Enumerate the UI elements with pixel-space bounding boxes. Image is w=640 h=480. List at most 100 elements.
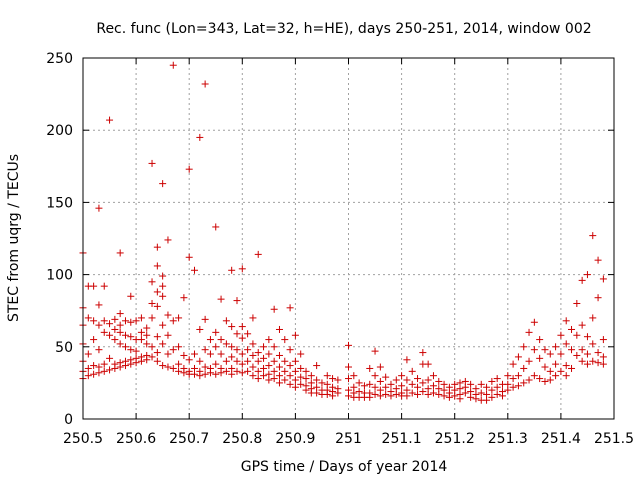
data-point [291,367,299,375]
data-point [286,346,294,354]
y-tick-label: 200 [46,123,73,139]
data-point [254,349,262,357]
data-point [116,321,124,329]
data-point [164,236,172,244]
data-point [228,323,236,331]
x-tick-label: 251.1 [382,431,422,447]
data-point [429,372,437,380]
data-point [106,331,114,339]
data-point [127,333,135,341]
data-point [270,375,278,383]
data-point [345,392,352,400]
data-point [116,249,124,257]
data-point [238,334,246,342]
data-point [228,370,236,378]
data-point [233,297,241,305]
data-point [260,354,268,362]
data-point [159,340,167,348]
data-point [137,328,145,336]
data-point [127,360,135,368]
data-point [552,360,560,368]
data-point [228,353,236,361]
data-point [514,353,522,361]
data-point [302,386,310,394]
data-point [244,367,252,375]
data-point [424,376,432,384]
data-point [270,367,278,375]
data-point [95,204,103,212]
data-point [323,390,331,398]
y-tick-label: 0 [64,412,73,428]
data-point [493,375,501,383]
data-point [169,364,177,372]
data-point [275,363,283,371]
x-tick-label: 250.6 [116,431,156,447]
data-point [488,393,496,401]
data-point [291,383,299,391]
data-point [286,380,294,388]
data-point [212,370,220,378]
data-point [329,375,337,383]
data-point [366,364,374,372]
data-point [578,321,586,329]
data-point [148,343,156,351]
data-point [568,325,576,333]
data-point [275,325,283,333]
data-point [222,317,230,325]
data-point [90,282,98,290]
data-point [164,331,172,339]
data-point [169,61,177,69]
data-point [493,390,501,398]
data-point [249,340,257,348]
data-point [419,388,427,396]
data-point [106,366,114,374]
data-point [254,375,262,383]
data-point [573,331,581,339]
data-point [345,375,352,383]
data-point [414,375,422,383]
data-point [334,376,342,384]
data-point [116,328,124,336]
data-point [127,292,135,300]
data-point [286,372,294,380]
data-point [265,376,273,384]
data-point [249,363,257,371]
data-point [360,382,368,390]
data-point [424,360,432,368]
data-point [244,357,252,365]
data-point [594,349,602,357]
data-point [594,359,602,367]
data-point [137,357,145,365]
data-point [95,321,103,329]
data-point [530,318,538,326]
data-point [260,364,268,372]
data-point [159,180,167,188]
data-point [238,323,246,331]
data-point [275,379,283,387]
data-point [201,363,209,371]
data-point [106,116,114,124]
data-point [137,314,145,322]
data-point [440,392,448,400]
data-point [583,360,591,368]
data-point [100,328,108,336]
data-point [132,347,140,355]
data-point [153,333,161,341]
data-point [249,351,257,359]
data-point [398,382,406,390]
data-point [297,364,305,372]
data-point [557,331,565,339]
data-point [467,380,475,388]
data-point [541,363,549,371]
data-point [100,367,108,375]
data-point [488,377,496,385]
data-point [90,317,98,325]
data-point [111,315,119,323]
x-tick-label: 251.3 [488,431,528,447]
data-point [111,336,119,344]
data-point [599,336,607,344]
data-point [143,324,151,332]
data-point [382,373,390,381]
data-point [196,133,204,141]
data-point [212,328,220,336]
